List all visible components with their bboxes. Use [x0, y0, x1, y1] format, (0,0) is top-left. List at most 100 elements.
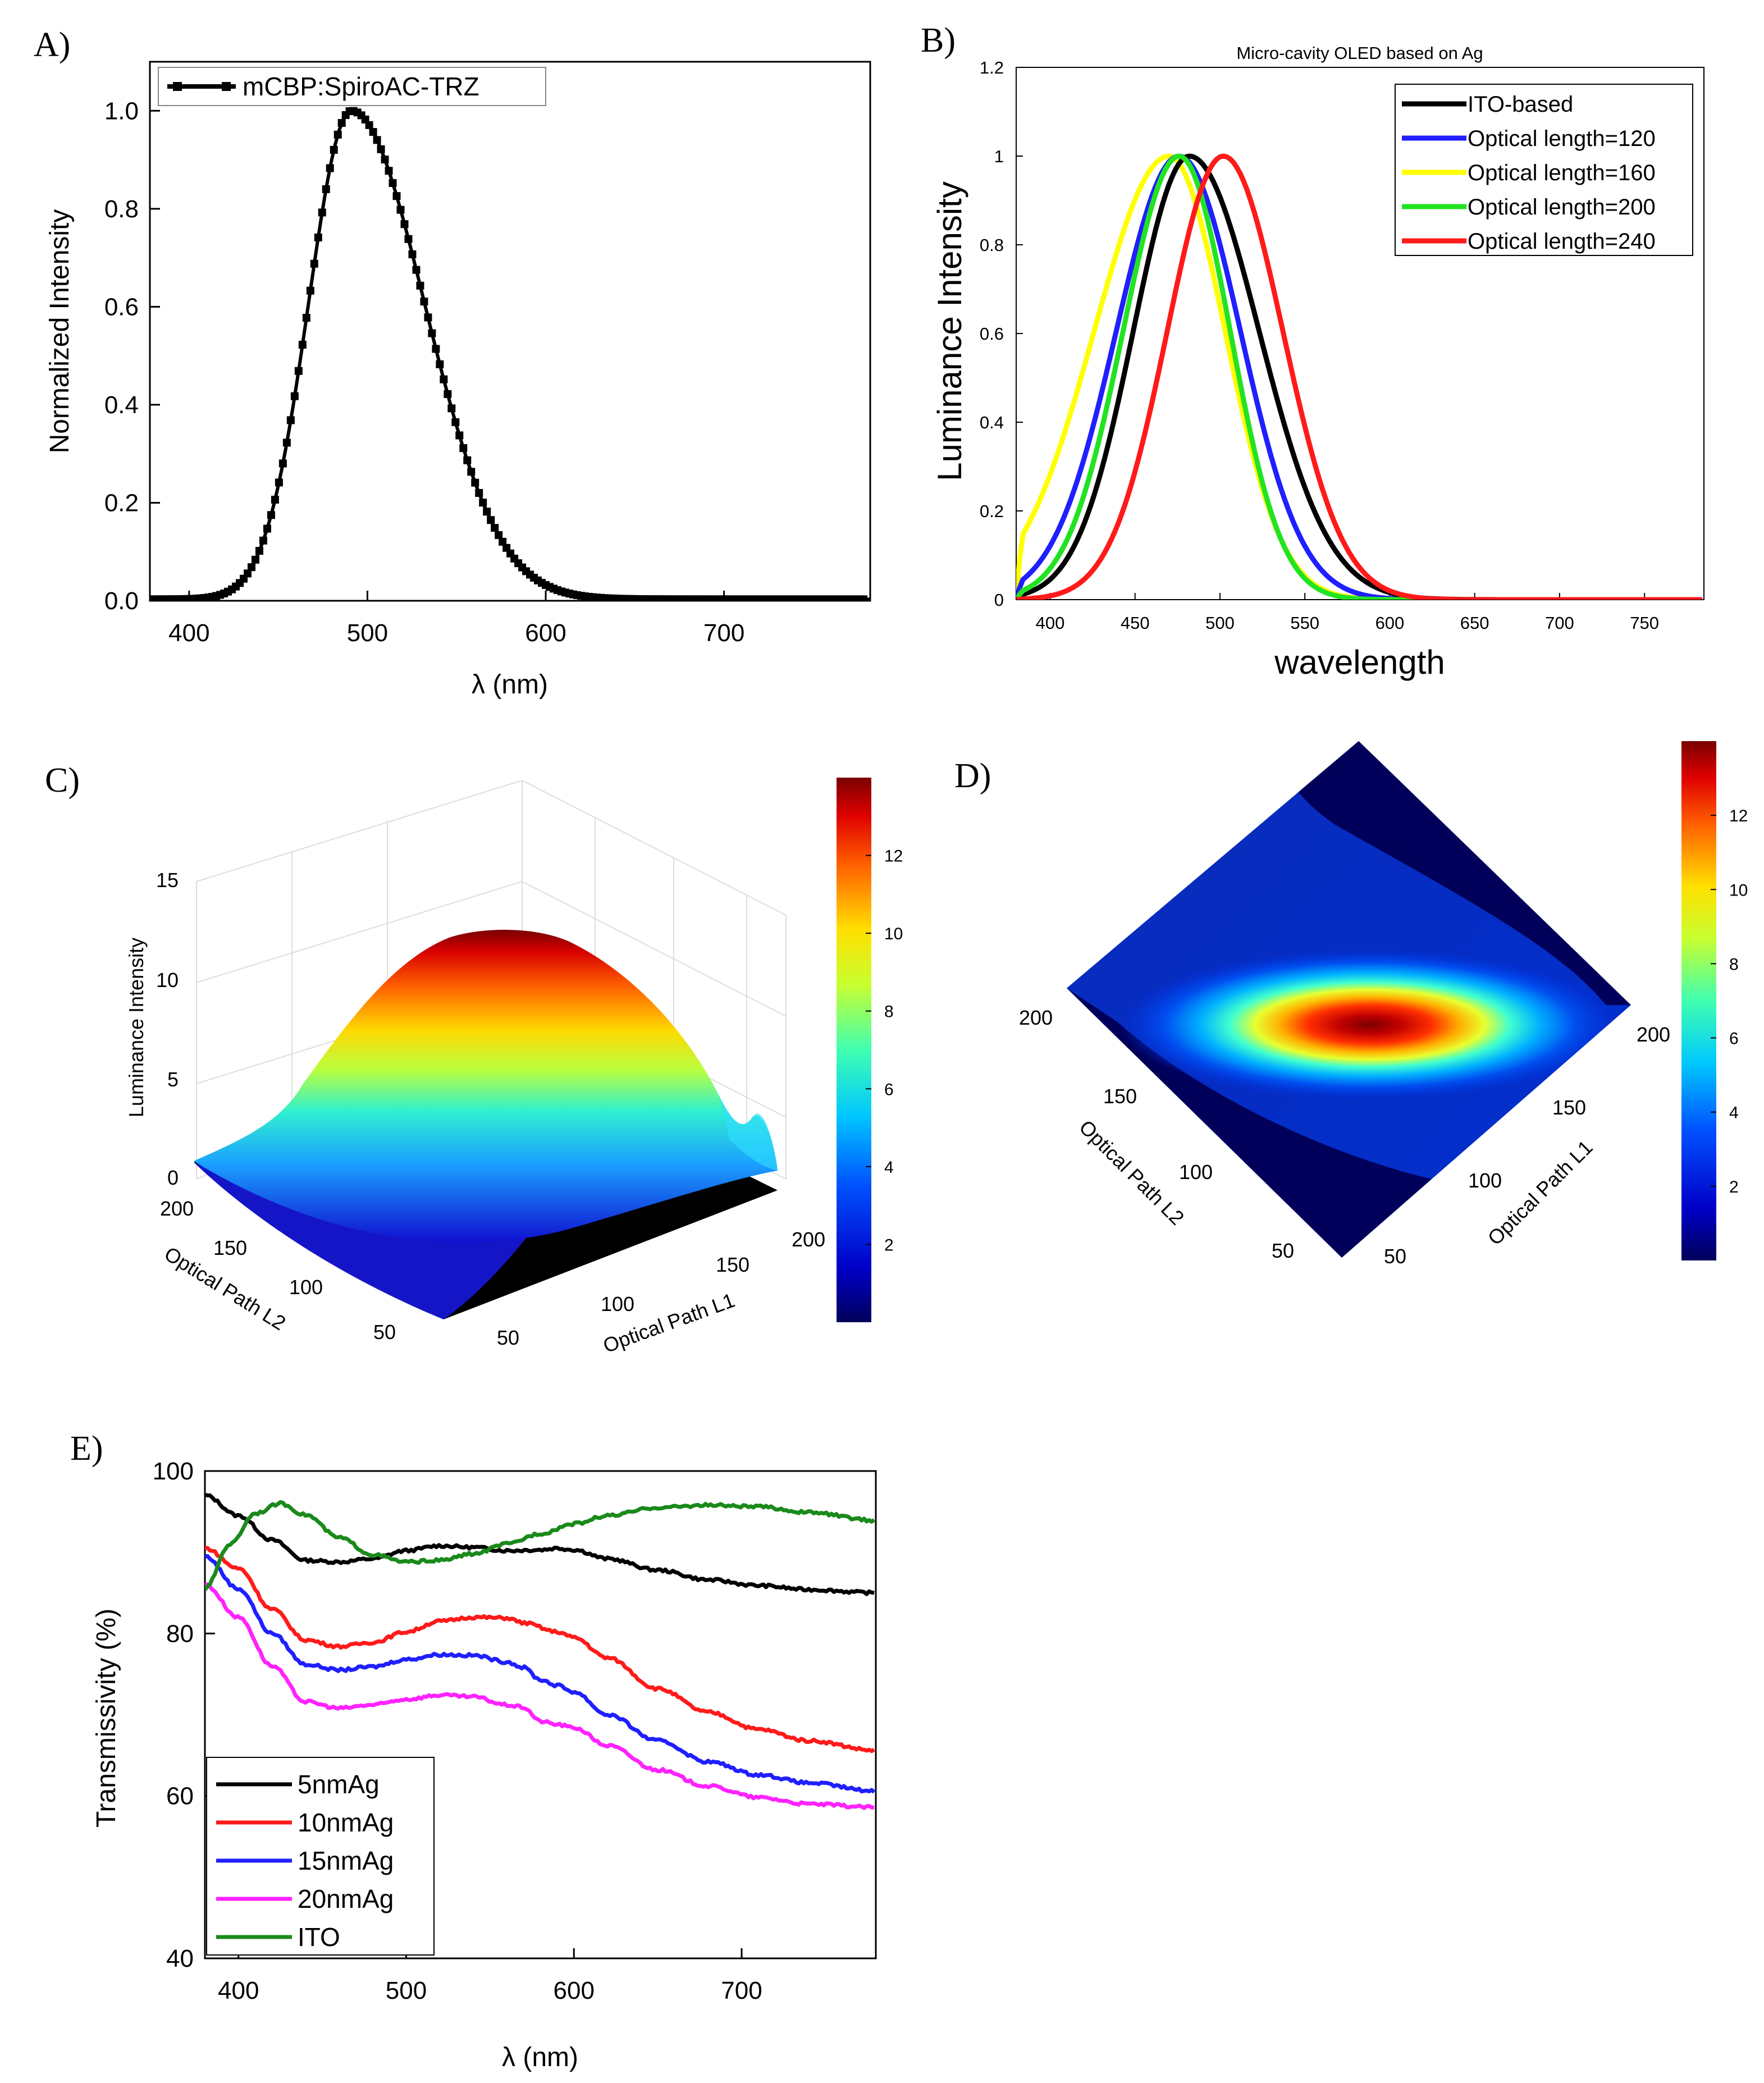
legend-label: ITO [298, 1922, 340, 1952]
x-tick-label: 550 [1290, 613, 1319, 633]
panel-c-surface-edge [719, 1095, 778, 1171]
legend-label: Optical length=200 [1468, 195, 1656, 220]
data-point [432, 345, 440, 353]
data-point [275, 478, 283, 487]
x-tick-label: 600 [1375, 613, 1405, 633]
colorbar-tick-label: 6 [884, 1080, 894, 1099]
panel-d-l1-label: Optical Path L1 [1483, 1136, 1597, 1250]
colorbar-tick-label: 2 [1729, 1178, 1739, 1196]
data-point [475, 489, 483, 497]
x-tick-label: 600 [554, 1977, 595, 2004]
panel-c-l2-tick: 150 [213, 1236, 247, 1259]
data-point [248, 563, 256, 572]
legend-label: Optical length=160 [1468, 161, 1656, 185]
panel-a-xlabel: λ (nm) [472, 670, 548, 700]
colorbar-tick-label: 4 [1729, 1104, 1739, 1122]
panel-a-legend-label: mCBP:SpiroAC-TRZ [243, 72, 479, 101]
data-point [487, 516, 495, 524]
series-line [205, 1492, 875, 1596]
series-line [1016, 153, 1702, 600]
data-point [471, 478, 479, 487]
panel-d-colorbar-ticks: 2 4 6 8 10 12 [1711, 807, 1748, 1196]
panel-d-colorbar [1681, 741, 1716, 1260]
y-tick-label: 60 [166, 1783, 194, 1810]
colorbar-tick-label: 8 [884, 1003, 894, 1021]
data-point [440, 375, 448, 383]
data-point [400, 220, 409, 229]
panel-d-l1-tick: 100 [1468, 1169, 1502, 1192]
data-point [259, 536, 267, 545]
data-point [483, 508, 491, 516]
series-line [205, 1500, 876, 1591]
panel-a-legend-marker [173, 82, 182, 91]
panel-c-colorbar [837, 778, 871, 1322]
data-point [444, 390, 452, 398]
x-tick-label: 450 [1121, 613, 1150, 633]
panel-e-ylabel: Transmissivity (%) [92, 1609, 121, 1828]
colorbar-tick-label: 4 [884, 1158, 894, 1177]
data-point [396, 205, 405, 214]
data-point [385, 167, 393, 175]
panel-b: B) Micro-cavity OLED based on Ag 400 450 5… [921, 21, 1704, 681]
panel-c-l1-tick: 50 [497, 1326, 519, 1349]
panel-c-l1-tick: 200 [792, 1228, 825, 1251]
data-point [416, 281, 424, 290]
y-tick-label: 0.2 [980, 501, 1004, 521]
panel-b-letter: B) [921, 21, 956, 60]
data-point [447, 404, 456, 413]
x-tick-label: 750 [1630, 613, 1659, 633]
panel-c-zticks: 0 [167, 1166, 179, 1189]
legend-label: ITO-based [1468, 92, 1573, 117]
data-point [404, 235, 413, 243]
data-point [436, 360, 444, 368]
panel-c-l2-tick: 50 [373, 1321, 396, 1344]
panel-d-l1-tick: 150 [1552, 1096, 1586, 1119]
data-point [369, 127, 377, 136]
data-point [322, 185, 330, 193]
panel-c-l2-tick: 100 [289, 1276, 323, 1299]
series-line [205, 1546, 875, 1753]
panel-c-l1-tick: 150 [716, 1253, 750, 1276]
panel-e-frame [204, 1470, 877, 1959]
data-point [278, 459, 287, 468]
x-tick-label: 600 [525, 619, 566, 647]
legend-label: Optical length=120 [1468, 126, 1656, 151]
panel-b-series [1016, 153, 1702, 600]
data-point [267, 511, 275, 519]
data-point [330, 145, 338, 154]
x-tick-label: 700 [1545, 613, 1574, 633]
data-point [365, 121, 373, 129]
data-point [318, 208, 326, 217]
panel-e-yticks: 40 60 80 100 [153, 1458, 215, 1972]
data-point [463, 456, 472, 464]
panel-a-series [150, 107, 870, 601]
x-tick-label: 500 [1205, 613, 1235, 633]
panel-a-ylabel: Normalized Intensity [45, 209, 75, 454]
panel-a-letter: A) [34, 26, 70, 64]
data-point [302, 313, 310, 322]
panel-b-xlabel: wavelength [1274, 643, 1445, 681]
panel-c-colorbar-ticks: 2 4 6 8 10 12 [866, 847, 903, 1254]
data-point [408, 250, 417, 258]
data-point [333, 130, 342, 139]
panel-e-legend: 5nmAg 10nmAg 15nmAg 20nmAg ITO [216, 1770, 394, 1952]
panel-e-series [205, 1492, 876, 1810]
legend-label: 5nmAg [298, 1770, 380, 1799]
y-tick-label: 0.4 [980, 413, 1004, 432]
panel-d-l2-tick: 50 [1272, 1239, 1294, 1262]
data-point [255, 547, 263, 555]
panel-e: E) 400 500 600 700 40 60 80 100 5nmAg 10nmAg 15n… [70, 1429, 877, 2072]
y-tick-label: 0.6 [104, 293, 139, 321]
data-point [428, 329, 436, 337]
legend-label: 20nmAg [298, 1884, 394, 1913]
data-point [294, 367, 303, 375]
panel-d-l2-tick: 200 [1019, 1006, 1053, 1029]
data-point [467, 468, 476, 476]
panel-c-surface [194, 930, 778, 1243]
data-point [420, 298, 428, 306]
x-tick-label: 500 [347, 619, 388, 647]
series-line [1016, 153, 1702, 600]
colorbar-tick-label: 6 [1729, 1030, 1739, 1048]
y-tick-label: 1.0 [104, 97, 139, 125]
data-point [459, 444, 468, 453]
